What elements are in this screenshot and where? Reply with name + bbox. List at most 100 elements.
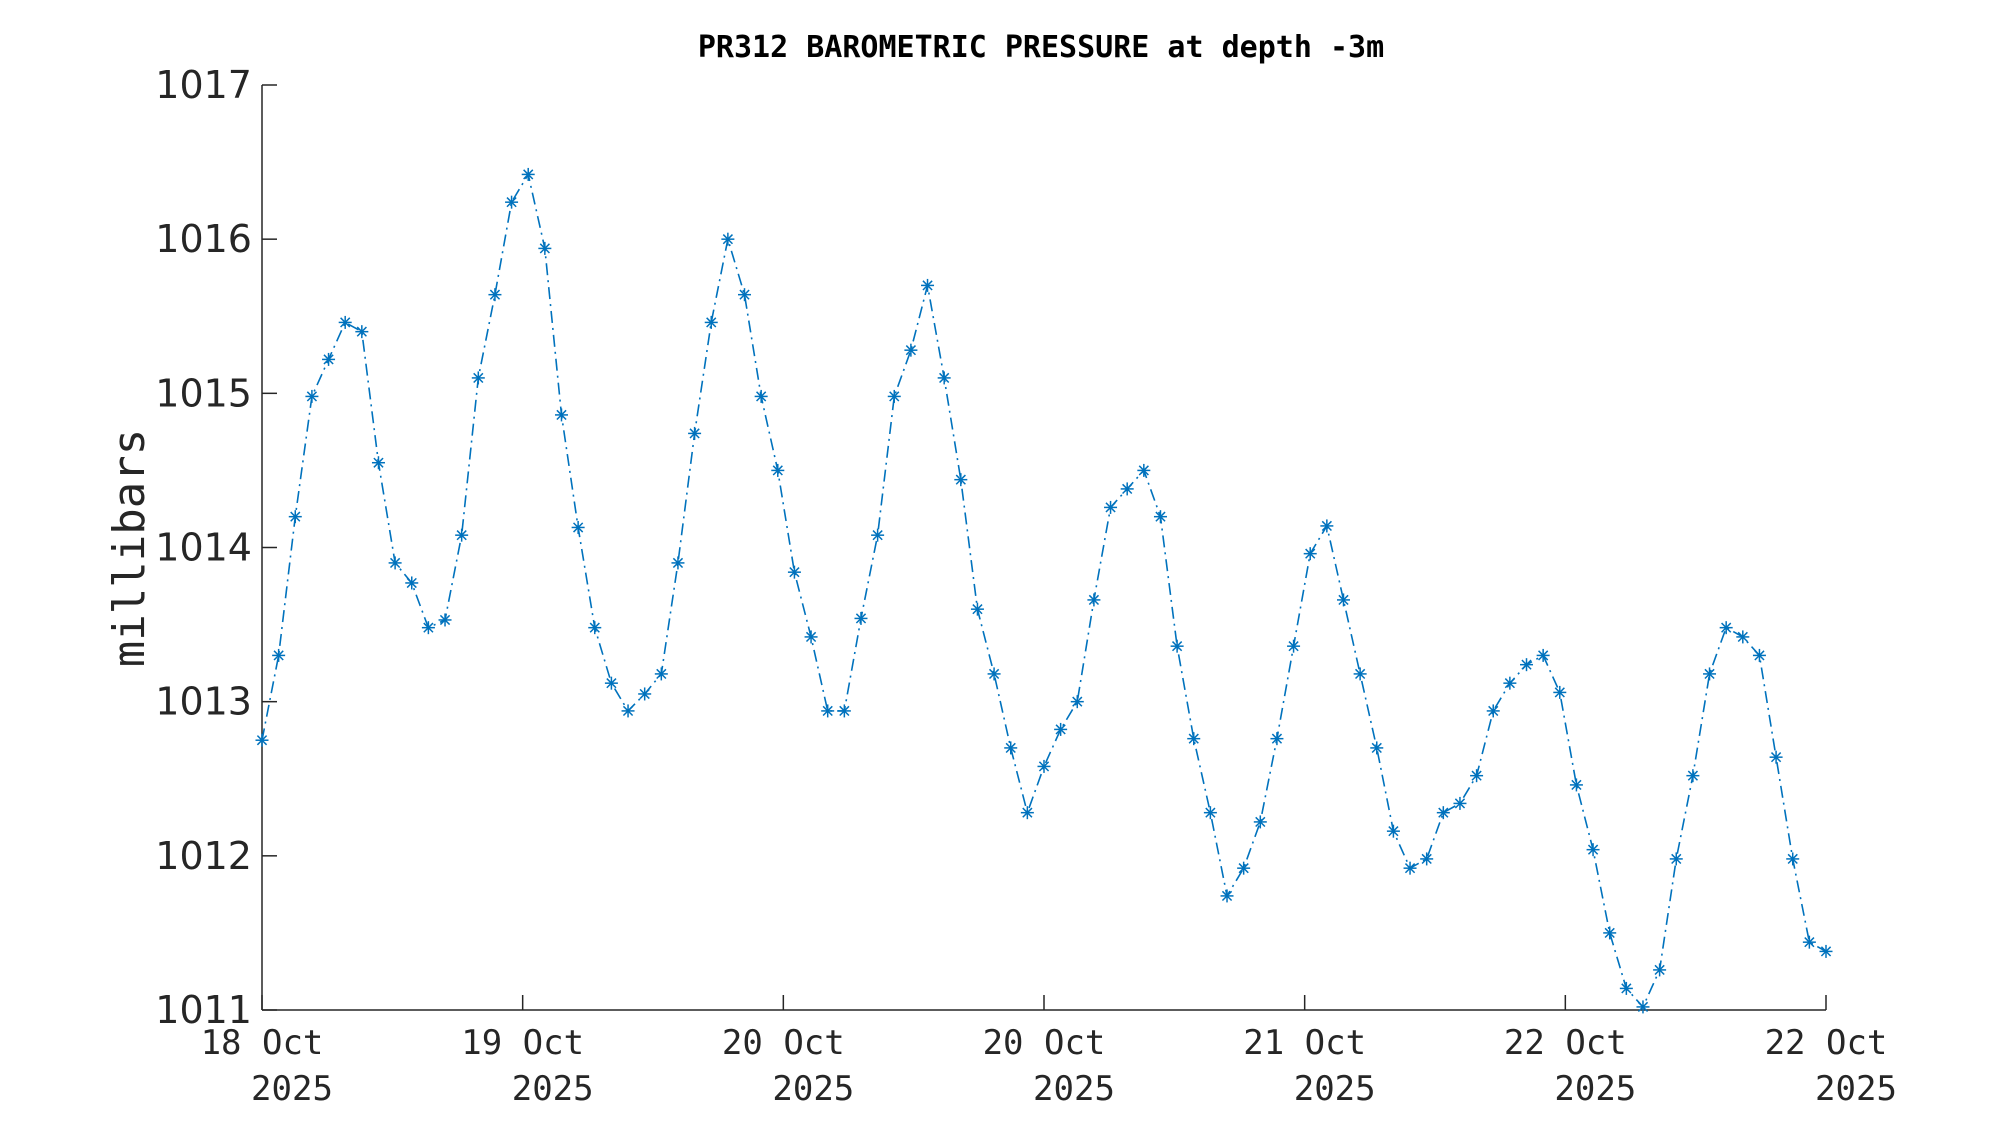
data-point <box>405 576 419 590</box>
data-point <box>288 510 302 524</box>
data-point <box>604 676 618 690</box>
data-point <box>421 621 435 635</box>
data-point <box>438 613 452 627</box>
data-point <box>554 408 568 422</box>
x-tick-label-date: 22 Oct <box>1504 1023 1627 1063</box>
data-point <box>455 528 469 542</box>
data-point <box>787 565 801 579</box>
data-point <box>871 528 885 542</box>
data-point <box>1603 926 1617 940</box>
data-point <box>1037 759 1051 773</box>
data-point <box>854 611 868 625</box>
x-tick-label-date: 21 Oct <box>1243 1023 1366 1063</box>
data-point <box>621 704 635 718</box>
y-ticks: 1011 1012 1013 1014 1015 1016 1017 <box>155 63 277 1032</box>
data-point <box>1420 852 1434 866</box>
data-point <box>688 426 702 440</box>
data-point <box>1386 824 1400 838</box>
data-point <box>987 667 1001 681</box>
data-point <box>1453 796 1467 810</box>
data-point <box>1636 1000 1650 1014</box>
data-point <box>721 232 735 246</box>
data-point <box>704 315 718 329</box>
data-point <box>1370 741 1384 755</box>
data-point <box>355 325 369 339</box>
y-tick-label: 1014 <box>155 526 252 570</box>
data-point <box>1536 648 1550 662</box>
data-point <box>1520 658 1534 672</box>
x-tick-label-year: 2025 <box>251 1069 333 1109</box>
data-point <box>638 687 652 701</box>
data-point <box>1270 732 1284 746</box>
data-point <box>804 630 818 644</box>
y-tick-label: 1015 <box>155 371 252 415</box>
data-point <box>1170 639 1184 653</box>
data-point <box>771 463 785 477</box>
data-point <box>371 456 385 470</box>
chart-title: PR312 BAROMETRIC PRESSURE at depth -3m <box>698 30 1384 65</box>
data-point <box>1786 852 1800 866</box>
data-point <box>338 315 352 329</box>
data-point <box>1287 639 1301 653</box>
data-point <box>1237 861 1251 875</box>
x-ticks: 18 Oct 2025 19 Oct 2025 20 Oct 2025 20 Oct 2025… <box>201 995 1897 1109</box>
x-tick-label-date: 20 Oct <box>983 1023 1106 1063</box>
data-point <box>1653 963 1667 977</box>
data-point <box>1569 778 1583 792</box>
x-tick-label-date: 18 Oct <box>201 1023 324 1063</box>
x-tick-label-year: 2025 <box>772 1069 854 1109</box>
data-point <box>970 602 984 616</box>
data-point <box>1686 769 1700 783</box>
x-tick-label-year: 2025 <box>1815 1069 1897 1109</box>
y-tick-label: 1012 <box>155 834 252 878</box>
data-point <box>488 288 502 302</box>
data-point <box>305 389 319 403</box>
y-tick-label: 1011 <box>155 988 252 1032</box>
x-tick-label-year: 2025 <box>512 1069 594 1109</box>
data-point <box>1719 621 1733 635</box>
data-point <box>1819 944 1833 958</box>
data-point <box>738 288 752 302</box>
series-line <box>261 172 1827 1009</box>
data-point <box>471 371 485 385</box>
x-tick-label-year: 2025 <box>1554 1069 1636 1109</box>
data-point <box>1586 843 1600 857</box>
data-point <box>1004 741 1018 755</box>
data-point <box>837 704 851 718</box>
data-point <box>887 389 901 403</box>
data-point <box>1802 935 1816 949</box>
data-point <box>654 667 668 681</box>
data-markers <box>255 167 1833 1014</box>
data-point <box>1187 732 1201 746</box>
data-point <box>1104 500 1118 514</box>
data-point <box>821 704 835 718</box>
x-tick-label-year: 2025 <box>1294 1069 1376 1109</box>
data-point <box>1120 482 1134 496</box>
data-point <box>1403 861 1417 875</box>
data-point <box>1054 722 1068 736</box>
data-point <box>322 352 336 366</box>
data-point <box>954 473 968 487</box>
data-point <box>1220 889 1234 903</box>
data-point <box>1087 593 1101 607</box>
data-point <box>1303 547 1317 561</box>
data-point <box>1703 667 1717 681</box>
data-point <box>1486 704 1500 718</box>
x-tick-label-date: 22 Oct <box>1765 1023 1888 1063</box>
x-tick-label-date: 20 Oct <box>722 1023 845 1063</box>
y-tick-label: 1017 <box>155 63 252 107</box>
data-point <box>1553 685 1567 699</box>
data-point <box>272 648 286 662</box>
data-point <box>1203 806 1217 820</box>
data-point <box>904 343 918 357</box>
data-point <box>937 371 951 385</box>
data-point <box>1320 519 1334 533</box>
data-point <box>1137 463 1151 477</box>
data-point <box>1353 667 1367 681</box>
data-point <box>1619 981 1633 995</box>
data-point <box>538 241 552 255</box>
data-point <box>388 556 402 570</box>
x-tick-label-date: 19 Oct <box>461 1023 584 1063</box>
data-point <box>1336 593 1350 607</box>
